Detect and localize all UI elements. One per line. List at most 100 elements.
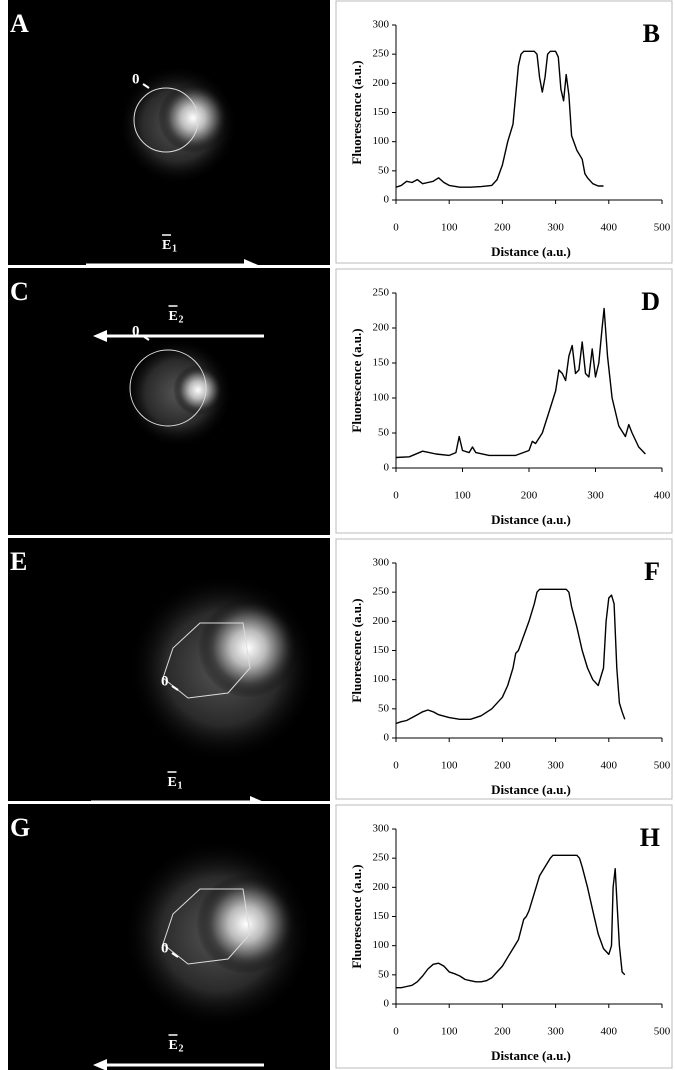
field-arrowhead [93,1059,107,1070]
x-tick-label: 200 [494,1026,511,1038]
x-tick-label: 100 [441,222,458,234]
profile-line [396,854,626,989]
y-tick-label: 0 [384,732,390,744]
x-tick-label: 400 [601,1026,618,1038]
x-tick-label: 500 [654,1026,671,1038]
x-tick-label: 500 [654,222,671,234]
y-tick-label: 250 [373,287,390,299]
x-tick-label: 300 [547,222,564,234]
x-tick-label: 500 [654,760,671,772]
y-tick-label: 200 [373,881,390,893]
x-tick-label: 400 [601,222,618,234]
x-tick-label: 100 [454,490,471,502]
cell-glow [196,874,296,974]
image-panel: G 0 E 2 [8,804,330,1070]
x-tick-label: 300 [547,1026,564,1038]
x-tick-label: 200 [521,490,538,502]
y-tick-label: 200 [373,322,390,334]
field-index: 1 [172,243,177,254]
y-tick-label: 250 [373,586,390,598]
y-tick-label: 100 [373,392,390,404]
y-tick-label: 50 [378,702,390,714]
cell-outline [129,349,207,427]
x-tick-label: 0 [393,760,399,772]
image-panel: A 0 E 1 [8,0,330,271]
y-tick-label: 150 [373,644,390,656]
field-label: E [168,775,177,790]
panel-label: G [10,813,30,842]
panel-label: A [10,9,29,38]
y-tick-label: 200 [373,77,390,89]
image-panel: C 0 E 2 [8,268,330,535]
origin-tick [171,952,179,958]
x-tick-label: 200 [494,760,511,772]
x-tick-label: 100 [441,760,458,772]
x-axis-label: Distance (a.u.) [491,512,571,527]
field-index: 1 [178,780,183,791]
x-tick-label: 0 [393,1026,399,1038]
x-tick-label: 0 [393,222,399,234]
y-tick-label: 300 [373,19,390,31]
y-tick-label: 250 [373,48,390,60]
chart-frame [335,0,673,264]
y-tick-label: 100 [373,135,390,147]
cell-outline [133,87,199,153]
cell-glow [198,598,298,698]
y-tick-label: 150 [373,910,390,922]
field-index: 2 [179,1043,184,1054]
x-axis-label: Distance (a.u.) [491,1048,571,1063]
x-tick-label: 300 [547,760,564,772]
y-tick-label: 150 [373,357,390,369]
origin-tick [142,83,150,89]
y-tick-label: 0 [384,194,390,206]
cell-outline [162,888,251,965]
y-tick-label: 0 [384,462,390,474]
field-arrowhead [93,330,107,342]
profile-line [395,307,646,459]
y-tick-label: 100 [373,673,390,685]
field-label: E [169,1038,178,1053]
x-tick-label: 0 [393,490,399,502]
panel-label: E [10,547,27,576]
x-tick-label: 100 [441,1026,458,1038]
origin-tick [171,685,179,691]
y-tick-label: 300 [373,557,390,569]
x-tick-label: 200 [494,222,511,234]
cell-outline [162,622,251,699]
profile-line [395,50,604,188]
x-axis-label: Distance (a.u.) [491,782,571,797]
x-tick-label: 400 [601,760,618,772]
origin-label: 0 [161,940,169,956]
panel-label: D [641,287,660,316]
y-tick-label: 150 [373,106,390,118]
panel-label: F [644,557,660,586]
y-axis-label: Fluorescence (a.u.) [349,864,364,968]
y-tick-label: 250 [373,852,390,864]
origin-label: 0 [161,673,169,689]
profile-line [395,588,626,725]
x-axis-label: Distance (a.u.) [491,244,571,259]
chart-frame [335,804,673,1069]
origin-label: 0 [132,71,140,87]
field-index: 2 [179,314,184,325]
chart-frame [335,268,673,534]
cell-glow [158,83,228,153]
cell-glow [173,365,223,415]
y-tick-label: 300 [373,823,390,835]
image-panel: E0E 1 [8,538,330,808]
y-tick-label: 0 [384,998,390,1010]
y-tick-label: 50 [378,164,390,176]
y-axis-label: Fluorescence (a.u.) [349,328,364,432]
y-axis-label: Fluorescence (a.u.) [349,60,364,164]
origin-label: 0 [132,323,140,339]
panel-label: C [10,277,29,306]
y-tick-label: 50 [378,427,390,439]
x-tick-label: 300 [587,490,604,502]
panel-label: B [643,19,660,48]
chart-frame [335,538,673,800]
field-label: E [162,238,171,253]
y-tick-label: 200 [373,615,390,627]
y-axis-label: Fluorescence (a.u.) [349,598,364,702]
panel-label: H [640,823,660,852]
